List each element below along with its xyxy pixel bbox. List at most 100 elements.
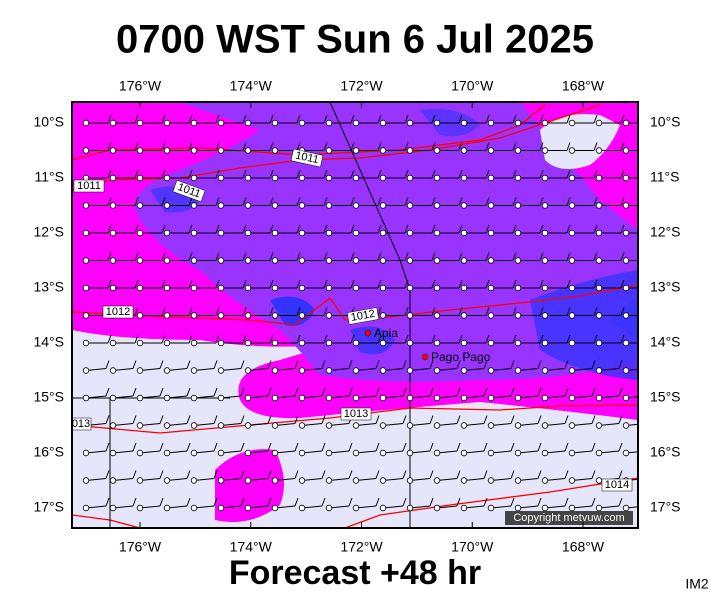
wind-barb-flag	[188, 224, 193, 234]
wind-barb-flag	[537, 470, 542, 479]
wind-barb-flag	[188, 142, 193, 151]
wind-barb-flag	[159, 360, 164, 369]
wind-station	[595, 367, 603, 374]
wind-station	[244, 229, 252, 237]
wind-station	[352, 339, 360, 347]
wind-station	[622, 339, 630, 347]
wind-station	[244, 504, 252, 512]
wind-station	[82, 339, 90, 347]
wind-station	[487, 257, 495, 264]
wind-station	[568, 477, 576, 484]
wind-barb-flag	[404, 197, 409, 206]
wind-station	[568, 422, 576, 429]
wind-barb	[463, 478, 485, 481]
wind-station	[460, 147, 468, 154]
wind-station	[325, 229, 333, 237]
wind-barb-flag	[510, 415, 515, 424]
wind-barb-flag	[377, 142, 382, 151]
wind-barb-flag	[213, 497, 218, 507]
wind-barb-flag	[618, 497, 623, 507]
wind-barb	[490, 478, 512, 481]
wind-station	[190, 202, 198, 209]
isobar-label: 1014	[605, 479, 629, 491]
wind-station	[514, 394, 522, 402]
wind-barb-flag	[591, 470, 596, 479]
wind-barb-flag	[350, 114, 355, 124]
wind-station	[460, 449, 468, 457]
wind-barb-flag	[294, 497, 299, 507]
wind-station	[109, 119, 117, 127]
wind-barb-flag	[377, 197, 382, 206]
wind-barb	[247, 368, 269, 371]
wind-barb-flag	[566, 197, 571, 206]
wind-barb	[166, 505, 188, 509]
wind-station	[136, 284, 144, 292]
wind-station	[190, 449, 198, 457]
lon-label-bottom: 170°W	[451, 539, 494, 555]
wind-barb-flag	[458, 224, 463, 234]
image-id: IM2	[685, 576, 709, 592]
wind-barb	[355, 450, 377, 454]
lat-label-right: 11°S	[650, 169, 679, 185]
wind-barb-flag	[161, 334, 166, 344]
wind-barb-flag	[512, 279, 517, 289]
isobar-labels: 1011 1011 1011 1012 1012 1013 1014	[73, 148, 633, 492]
wind-station	[514, 339, 522, 347]
wind-station	[109, 174, 117, 182]
wind-station	[379, 202, 387, 209]
wind-station	[487, 284, 495, 292]
wind-station	[136, 202, 144, 209]
wind-barb	[571, 368, 593, 371]
wind-barb	[544, 368, 566, 371]
wind-station	[325, 257, 333, 264]
wind-station	[217, 119, 225, 127]
wind-barb	[436, 368, 458, 371]
wind-barb	[166, 368, 188, 371]
wind-barb	[517, 368, 539, 371]
wind-barb-flag	[458, 307, 463, 316]
wind-barb	[463, 395, 485, 399]
wind-barb-flag	[134, 197, 139, 206]
wind-station	[352, 394, 360, 402]
lon-label-bottom: 174°W	[230, 539, 273, 555]
wind-barb-flag	[240, 360, 245, 369]
wind-barb	[436, 395, 458, 399]
wind-barb-flag	[242, 279, 247, 289]
wind-station	[271, 174, 279, 182]
wind-barb-flag	[240, 442, 245, 452]
wind-barb-flag	[269, 169, 274, 179]
wind-station	[433, 367, 441, 374]
wind-station	[541, 284, 549, 292]
wind-barb	[328, 395, 350, 399]
place-marker	[421, 353, 429, 361]
isobar-label: 013	[72, 418, 90, 430]
wind-barb-flag	[512, 114, 517, 124]
wind-barb	[355, 368, 377, 371]
isobar-label: 1011	[77, 180, 101, 192]
wind-barb	[139, 505, 161, 509]
wind-station	[136, 394, 144, 402]
wind-station	[136, 367, 144, 374]
wind-barb	[517, 395, 539, 399]
wind-barb	[436, 505, 458, 509]
wind-barb-flag	[350, 169, 355, 179]
wind-barb-flag	[458, 169, 463, 179]
wind-barb	[625, 423, 638, 426]
wind-barb-flag	[485, 197, 490, 206]
wind-barb-flag	[564, 415, 569, 424]
wind-station	[460, 477, 468, 484]
wind-barb	[247, 423, 269, 426]
wind-station	[325, 284, 333, 292]
wind-station	[379, 147, 387, 154]
wind-station	[622, 367, 630, 374]
wind-barb-flag	[107, 169, 112, 179]
wind-station	[622, 504, 630, 512]
wind-barb-flag	[593, 197, 598, 206]
wind-station	[217, 312, 225, 319]
wind-station	[352, 477, 360, 484]
wind-station	[217, 394, 225, 402]
wind-station	[379, 284, 387, 292]
wind-station	[136, 119, 144, 127]
lon-label-top: 174°W	[230, 78, 273, 94]
wind-barb-flag	[512, 252, 517, 261]
